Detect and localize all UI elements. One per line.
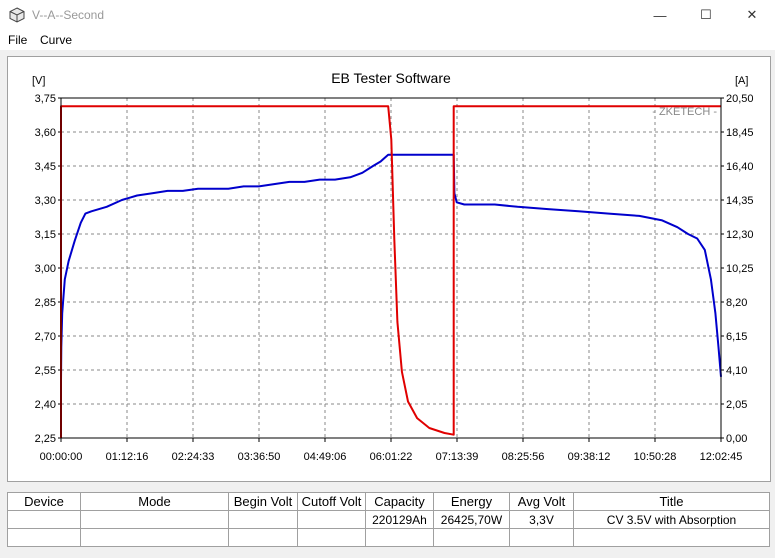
y-left-tick-label: 2,85 — [35, 297, 56, 309]
chart-title: EB Tester Software — [331, 70, 451, 86]
watermark: - ZKETECH - — [652, 106, 717, 118]
y-left-tick-label: 3,15 — [35, 229, 56, 241]
plot-frame — [60, 97, 722, 439]
x-tick-label: 12:02:45 — [700, 451, 743, 463]
y-left-tick-label: 3,30 — [35, 195, 56, 207]
y-right-tick-label: 16,40 — [726, 161, 754, 173]
y-right-tick-label: 4,10 — [726, 365, 747, 377]
cell-cutoff-volt — [297, 510, 366, 529]
table-header-row: Device Mode Begin Volt Cutoff Volt Capac… — [7, 492, 770, 511]
cell-mode — [80, 528, 229, 547]
cell-avg-volt — [509, 528, 574, 547]
header-device[interactable]: Device — [7, 492, 81, 511]
y-left-tick-label: 3,60 — [35, 127, 56, 139]
menu-file[interactable]: File — [8, 33, 28, 47]
y-left-tick-label: 2,55 — [35, 365, 56, 377]
y-right-tick-label: 12,30 — [726, 229, 754, 241]
header-energy[interactable]: Energy — [433, 492, 510, 511]
header-mode[interactable]: Mode — [80, 492, 229, 511]
current-series-line — [60, 105, 721, 438]
menu-bar: File Curve — [0, 30, 775, 50]
chart: EB Tester Software [V] [A] 3,753,603,453… — [32, 70, 754, 463]
x-tick-label: 06:01:22 — [370, 451, 413, 463]
minimize-button[interactable]: — — [653, 7, 667, 23]
cell-device — [7, 528, 81, 547]
y-right-tick-label: 8,20 — [726, 297, 747, 309]
grid-lines — [61, 98, 721, 438]
cell-begin-volt — [228, 528, 298, 547]
y-right-tick-label: 14,35 — [726, 195, 754, 207]
table-row[interactable] — [7, 528, 770, 547]
x-tick-label: 01:12:16 — [106, 451, 149, 463]
header-capacity[interactable]: Capacity — [365, 492, 434, 511]
title-bar: V--A--Second — ☐ ✕ — [0, 0, 775, 30]
cell-title: CV 3.5V with Absorption — [573, 510, 770, 529]
menu-curve[interactable]: Curve — [40, 33, 73, 47]
x-tick-label: 07:13:39 — [436, 451, 479, 463]
cell-cutoff-volt — [297, 528, 366, 547]
y-left-tick-label: 2,70 — [35, 331, 56, 343]
y-right-tick-label: 2,05 — [726, 399, 747, 411]
app-icon — [9, 7, 25, 23]
x-tick-label: 00:00:00 — [40, 451, 83, 463]
y-left-tick-label: 3,45 — [35, 161, 56, 173]
window-title: V--A--Second — [32, 8, 105, 22]
cell-device — [7, 510, 81, 529]
tick-labels: 3,75 3,60 3,45 3,30 3,15 3,00 2,85 2,70 2,55 2,40… — [35, 93, 754, 463]
header-avg-volt[interactable]: Avg Volt — [509, 492, 574, 511]
y-left-unit: [V] — [32, 75, 45, 87]
y-right-tick-label: 0,00 — [726, 433, 747, 445]
y-right-tick-label: 20,50 — [726, 93, 754, 105]
y-right-tick-label: 6,15 — [726, 331, 747, 343]
x-tick-label: 08:25:56 — [502, 451, 545, 463]
chart-panel: EB Tester Software [V] [A] 3,75 3,60 3,45 3… — [7, 56, 771, 482]
maximize-button[interactable]: ☐ — [700, 7, 712, 22]
y-right-tick-label: 10,25 — [726, 263, 754, 275]
y-right-tick-label: 18,45 — [726, 127, 754, 139]
cell-begin-volt — [228, 510, 298, 529]
voltage-series-line — [60, 153, 722, 382]
y-right-unit: [A] — [735, 75, 748, 87]
cell-capacity: 220129Ah — [365, 510, 434, 529]
close-button[interactable]: ✕ — [746, 7, 758, 22]
cell-capacity — [365, 528, 434, 547]
header-cutoff-volt[interactable]: Cutoff Volt — [297, 492, 366, 511]
y-left-tick-label: 3,00 — [35, 263, 56, 275]
y-left-tick-label: 3,75 — [35, 93, 56, 105]
table-row[interactable]: 220129Ah 26425,70W 3,3V CV 3.5V with Abs… — [7, 510, 770, 529]
results-table: Device Mode Begin Volt Cutoff Volt Capac… — [7, 492, 770, 547]
cell-title — [573, 528, 770, 547]
x-tick-label: 10:50:28 — [634, 451, 677, 463]
header-title[interactable]: Title — [573, 492, 770, 511]
cell-energy: 26425,70W — [433, 510, 510, 529]
x-tick-label: 04:49:06 — [304, 451, 347, 463]
x-tick-label: 09:38:12 — [568, 451, 611, 463]
y-left-tick-label: 2,25 — [35, 433, 56, 445]
cell-energy — [433, 528, 510, 547]
header-begin-volt[interactable]: Begin Volt — [228, 492, 298, 511]
cell-mode — [80, 510, 229, 529]
x-tick-label: 03:36:50 — [238, 451, 281, 463]
x-tick-label: 02:24:33 — [172, 451, 215, 463]
series-lines — [60, 105, 722, 438]
y-left-tick-label: 2,40 — [35, 399, 56, 411]
cell-avg-volt: 3,3V — [509, 510, 574, 529]
